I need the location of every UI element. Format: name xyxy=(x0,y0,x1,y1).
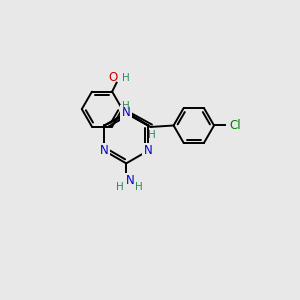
Text: H: H xyxy=(135,182,142,192)
Text: O: O xyxy=(109,71,118,84)
Text: H: H xyxy=(122,73,130,83)
Text: H: H xyxy=(116,182,124,192)
Text: H: H xyxy=(122,101,130,111)
Text: N: N xyxy=(125,174,134,187)
Text: H: H xyxy=(148,130,156,140)
Text: N: N xyxy=(144,144,152,157)
Text: N: N xyxy=(100,144,109,157)
Text: Cl: Cl xyxy=(230,119,242,132)
Text: N: N xyxy=(122,106,130,119)
